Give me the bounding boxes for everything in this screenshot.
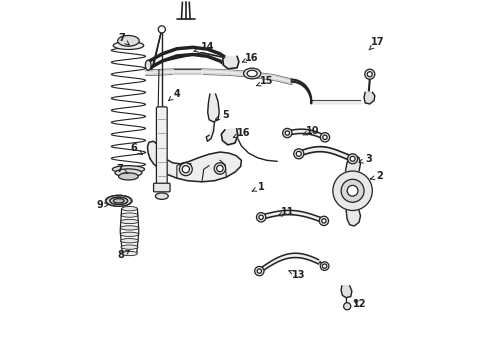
Polygon shape xyxy=(227,70,252,77)
Circle shape xyxy=(179,163,192,176)
Text: 7: 7 xyxy=(116,164,128,174)
Text: 1: 1 xyxy=(252,182,265,192)
Ellipse shape xyxy=(113,199,124,203)
Circle shape xyxy=(294,149,304,159)
Ellipse shape xyxy=(121,219,139,224)
FancyBboxPatch shape xyxy=(156,107,167,189)
Circle shape xyxy=(255,266,264,276)
Ellipse shape xyxy=(244,68,261,79)
Ellipse shape xyxy=(120,226,139,230)
Circle shape xyxy=(333,171,372,211)
Text: 12: 12 xyxy=(353,299,367,309)
Text: 16: 16 xyxy=(233,129,250,138)
Ellipse shape xyxy=(121,239,139,243)
Circle shape xyxy=(350,156,355,161)
Circle shape xyxy=(285,131,290,135)
Text: 13: 13 xyxy=(289,270,306,280)
Circle shape xyxy=(320,262,329,270)
Polygon shape xyxy=(202,69,227,75)
Polygon shape xyxy=(364,92,375,104)
Text: 3: 3 xyxy=(359,154,372,164)
Circle shape xyxy=(296,151,301,156)
Text: 8: 8 xyxy=(118,250,130,260)
Ellipse shape xyxy=(155,193,168,199)
Polygon shape xyxy=(274,75,292,84)
Ellipse shape xyxy=(121,213,138,217)
Ellipse shape xyxy=(118,36,139,46)
Ellipse shape xyxy=(115,169,142,177)
Ellipse shape xyxy=(247,70,257,77)
Polygon shape xyxy=(147,69,173,75)
Ellipse shape xyxy=(226,58,232,68)
Text: 10: 10 xyxy=(303,126,320,135)
Text: 4: 4 xyxy=(169,89,180,101)
Circle shape xyxy=(259,215,263,220)
Ellipse shape xyxy=(121,245,138,249)
Circle shape xyxy=(319,216,329,226)
Ellipse shape xyxy=(120,232,139,237)
FancyBboxPatch shape xyxy=(153,183,170,192)
Circle shape xyxy=(323,135,327,139)
Ellipse shape xyxy=(119,173,138,180)
Circle shape xyxy=(343,303,351,310)
Ellipse shape xyxy=(112,166,145,173)
Circle shape xyxy=(320,133,330,142)
Ellipse shape xyxy=(106,195,131,206)
Circle shape xyxy=(347,185,358,196)
Polygon shape xyxy=(206,122,215,141)
Text: 7: 7 xyxy=(118,33,129,45)
Polygon shape xyxy=(341,286,352,298)
Polygon shape xyxy=(346,211,361,226)
Polygon shape xyxy=(252,72,274,80)
Circle shape xyxy=(257,269,262,273)
Text: 15: 15 xyxy=(257,76,273,86)
Circle shape xyxy=(341,179,364,202)
Text: 9: 9 xyxy=(97,200,109,210)
Circle shape xyxy=(182,166,190,173)
Text: 16: 16 xyxy=(242,53,259,63)
Polygon shape xyxy=(345,155,361,171)
Ellipse shape xyxy=(122,207,137,211)
Text: 11: 11 xyxy=(278,207,295,217)
Polygon shape xyxy=(208,94,219,122)
Ellipse shape xyxy=(122,251,137,256)
Polygon shape xyxy=(173,69,202,74)
Circle shape xyxy=(158,26,166,33)
Text: 6: 6 xyxy=(130,143,142,154)
Ellipse shape xyxy=(113,41,144,49)
Circle shape xyxy=(322,219,326,223)
Ellipse shape xyxy=(146,60,151,70)
Text: 17: 17 xyxy=(369,37,385,50)
Circle shape xyxy=(347,154,358,164)
Circle shape xyxy=(322,264,327,268)
Polygon shape xyxy=(221,129,238,145)
Circle shape xyxy=(365,69,375,79)
Text: 14: 14 xyxy=(194,42,214,52)
Text: 5: 5 xyxy=(216,111,229,121)
Ellipse shape xyxy=(110,197,128,204)
Circle shape xyxy=(283,129,292,138)
Polygon shape xyxy=(223,56,239,69)
Text: 2: 2 xyxy=(370,171,383,181)
Circle shape xyxy=(368,72,372,77)
Circle shape xyxy=(214,163,225,174)
Circle shape xyxy=(217,165,223,172)
Polygon shape xyxy=(147,141,242,182)
Circle shape xyxy=(256,213,266,222)
